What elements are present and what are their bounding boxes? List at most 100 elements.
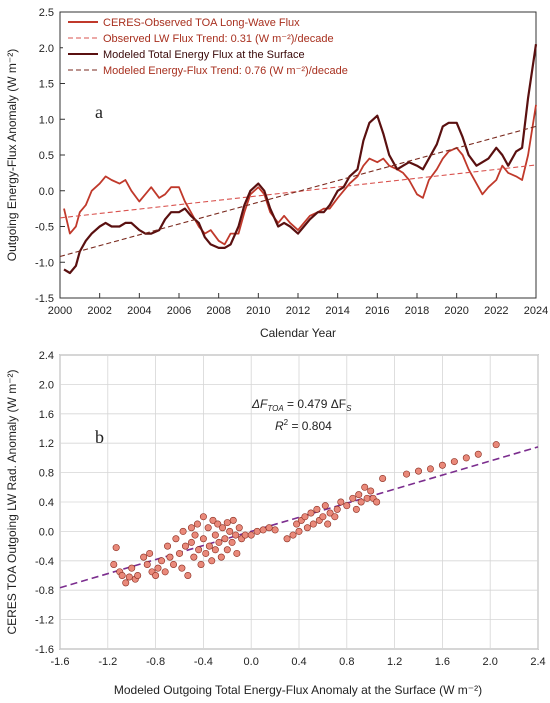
scatter-point [271, 526, 279, 534]
x-tick-label: 1.6 [435, 656, 450, 668]
y-tick-label: 1.2 [39, 438, 54, 450]
scatter-point [295, 527, 303, 535]
eq-rhs-sub: S [346, 404, 352, 413]
scatter-point [324, 520, 332, 528]
scatter-point [307, 509, 315, 517]
x-tick-label: 2.0 [483, 656, 498, 668]
scatter-point [191, 531, 199, 539]
panel-b-chart: -1.6 -1.2 -0.8 -0.4 0.0 0.4 0.8 1.2 1.6 2.0 2.4 -1.… [5, 350, 546, 697]
panel-b-letter: b [95, 427, 104, 447]
x-tick-label: -1.6 [51, 656, 70, 668]
scatter-point [204, 524, 212, 532]
scatter-point [303, 524, 311, 532]
scatter-point [176, 549, 184, 557]
regression-equation: ΔFTOA = 0.479 ΔFS [251, 397, 352, 413]
scatter-point [343, 502, 351, 510]
x-tick-label: 1.2 [387, 656, 402, 668]
scatter-point [352, 505, 360, 513]
r2-label: R [275, 419, 284, 433]
scatter-point [125, 573, 133, 581]
scatter-point [211, 531, 219, 539]
series-line-4 [59, 125, 537, 258]
scatter-point [474, 450, 482, 458]
scatter-point [326, 509, 334, 517]
scatter-point [233, 549, 241, 557]
scatter-point [215, 538, 223, 546]
scatter-point [181, 542, 189, 550]
scatter-point [202, 549, 210, 557]
legend-entry: Modeled Energy-Flux Trend: 0.76 (W m⁻²)/… [103, 65, 348, 77]
scatter-point [333, 505, 341, 513]
panel-a-series [59, 44, 538, 275]
x-tick-label: 2008 [206, 305, 230, 317]
scatter-point [226, 527, 234, 535]
x-tick-label: -0.8 [146, 656, 165, 668]
scatter-point [373, 498, 381, 506]
scatter-point [426, 465, 434, 473]
scatter-point [172, 535, 180, 543]
legend-entry: CERES-Observed TOA Long-Wave Flux [103, 17, 300, 29]
scatter-point [265, 524, 273, 532]
scatter-point [208, 557, 216, 565]
scatter-point [414, 467, 422, 475]
scatter-point [143, 560, 151, 568]
y-tick-label: 1.6 [39, 409, 54, 421]
scatter-point [241, 531, 249, 539]
scatter-point [199, 535, 207, 543]
scatter-point [209, 516, 217, 524]
scatter-point [190, 553, 198, 561]
scatter-point [355, 491, 363, 499]
scatter-point [219, 524, 227, 532]
scatter-point [232, 531, 240, 539]
x-tick-label: 2018 [405, 305, 429, 317]
scatter-point [146, 549, 154, 557]
scatter-point [187, 524, 195, 532]
x-tick-label: 2012 [286, 305, 310, 317]
scatter-point [112, 544, 120, 552]
x-tick-label: 2024 [524, 305, 548, 317]
scatter-point [321, 502, 329, 510]
scatter-point [367, 487, 375, 495]
x-tick-label: 2002 [87, 305, 111, 317]
scatter-point [152, 571, 160, 579]
series-line-1 [63, 104, 537, 246]
panel-b-ylabel: CERES TOA Outgoing LW Rad. Anomaly (W m⁻… [5, 369, 19, 634]
scatter-point [357, 498, 365, 506]
legend-entry: Observed LW Flux Trend: 0.31 (W m⁻²)/dec… [103, 33, 334, 45]
y-tick-label: 2.5 [39, 7, 54, 19]
scatter-point [166, 553, 174, 561]
r-squared: R2 = 0.804 [275, 418, 332, 433]
scatter-point [403, 470, 411, 478]
eq-lhs: ΔF [251, 397, 268, 411]
series-line-3 [63, 44, 538, 275]
scatter-point [223, 546, 231, 554]
scatter-point [179, 527, 187, 535]
eq-mid: = 0.479 ΔF [284, 397, 346, 411]
x-tick-label: 0.8 [339, 656, 354, 668]
eq-lhs-sub: TOA [267, 404, 283, 413]
scatter-point [235, 524, 243, 532]
scatter-point [184, 571, 192, 579]
scatter-point [158, 557, 166, 565]
x-tick-label: -1.2 [98, 656, 117, 668]
y-tick-label: -1.2 [35, 615, 54, 627]
scatter-point [164, 542, 172, 550]
scatter-point [199, 513, 207, 521]
y-tick-label: 1.5 [39, 79, 54, 91]
scatter-point [319, 513, 327, 521]
panel-b-ticks: -1.6 -1.2 -0.8 -0.4 0.0 0.4 0.8 1.2 1.6 2.0 2.4 -1.… [35, 350, 546, 668]
r2-value: = 0.804 [288, 419, 332, 433]
scatter-point [331, 513, 339, 521]
y-tick-label: 1.0 [39, 114, 54, 126]
panel-a-letter: a [95, 102, 103, 122]
y-tick-label: -0.8 [35, 585, 54, 597]
x-tick-label: 2022 [484, 305, 508, 317]
x-tick-label: 2004 [127, 305, 151, 317]
scatter-point [214, 520, 222, 528]
scatter-point [289, 531, 297, 539]
y-tick-label: 2.4 [39, 350, 54, 362]
scatter-point [247, 531, 255, 539]
x-tick-label: 2016 [365, 305, 389, 317]
scatter-point [462, 454, 470, 462]
x-tick-label: 2010 [246, 305, 270, 317]
